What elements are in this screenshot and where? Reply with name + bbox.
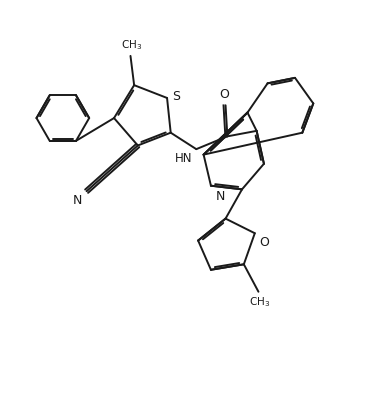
Text: O: O — [259, 236, 269, 249]
Text: CH$_3$: CH$_3$ — [248, 295, 270, 309]
Text: N: N — [215, 190, 225, 203]
Text: S: S — [172, 90, 180, 103]
Text: O: O — [219, 88, 229, 101]
Text: N: N — [73, 194, 82, 207]
Text: CH$_3$: CH$_3$ — [121, 39, 142, 52]
Text: HN: HN — [174, 152, 192, 165]
